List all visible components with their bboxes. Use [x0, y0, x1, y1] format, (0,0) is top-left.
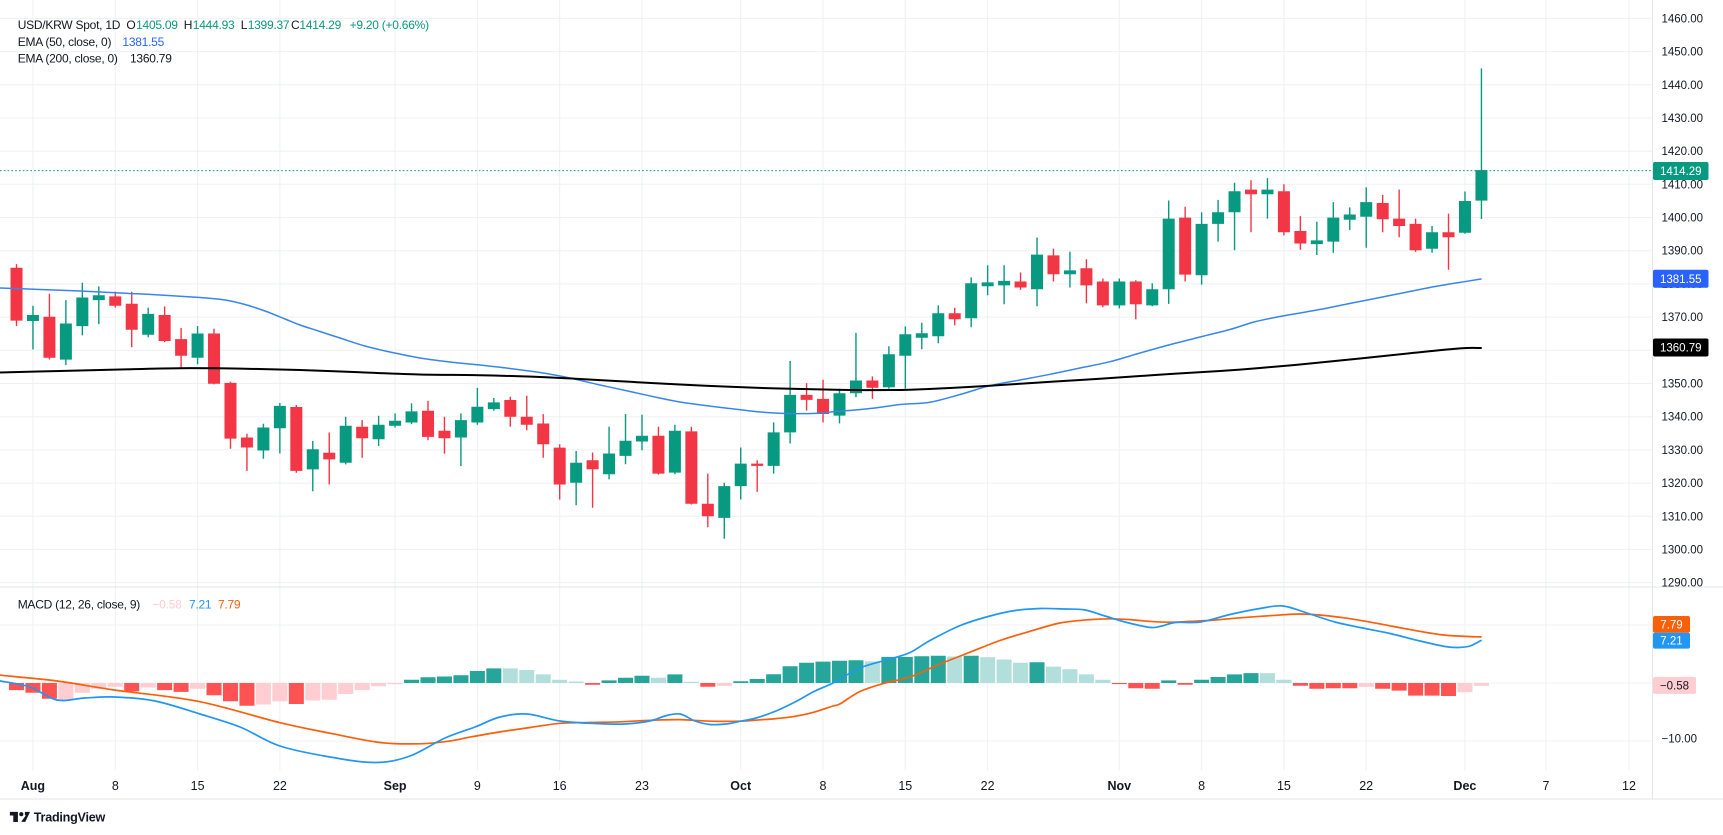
svg-text:Dec: Dec — [1453, 779, 1476, 793]
svg-text:7: 7 — [1543, 779, 1550, 793]
svg-text:1360.79: 1360.79 — [130, 52, 172, 66]
svg-text:1340.00: 1340.00 — [1662, 412, 1704, 424]
svg-text:8: 8 — [820, 779, 827, 793]
svg-text:23: 23 — [635, 779, 649, 793]
svg-text:7.21: 7.21 — [1660, 636, 1682, 648]
svg-text:USD/KRW Spot, 1D: USD/KRW Spot, 1D — [18, 18, 121, 32]
svg-text:1444.93: 1444.93 — [193, 18, 235, 32]
svg-text:1410.00: 1410.00 — [1662, 179, 1704, 191]
svg-text:16: 16 — [553, 779, 567, 793]
svg-text:EMA (50, close, 0): EMA (50, close, 0) — [18, 35, 112, 49]
svg-text:1381.55: 1381.55 — [1660, 274, 1702, 286]
svg-text:22: 22 — [981, 779, 995, 793]
svg-text:1399.37: 1399.37 — [248, 18, 290, 32]
svg-text:1390.00: 1390.00 — [1662, 246, 1704, 258]
svg-text:15: 15 — [191, 779, 205, 793]
svg-text:7.79: 7.79 — [1660, 619, 1682, 631]
svg-text:1440.00: 1440.00 — [1662, 80, 1704, 92]
svg-text:MACD (12, 26, close, 9): MACD (12, 26, close, 9) — [18, 598, 141, 612]
svg-text:Oct: Oct — [730, 779, 752, 793]
svg-text:1430.00: 1430.00 — [1662, 113, 1704, 125]
svg-text:−0.58: −0.58 — [153, 598, 183, 612]
svg-text:Nov: Nov — [1107, 779, 1131, 793]
svg-text:15: 15 — [1277, 779, 1291, 793]
svg-text:12: 12 — [1622, 779, 1636, 793]
svg-text:EMA (200, close, 0): EMA (200, close, 0) — [18, 52, 118, 66]
svg-text:7.21: 7.21 — [189, 598, 212, 612]
svg-text:−10.00: −10.00 — [1662, 734, 1698, 746]
svg-text:1405.09: 1405.09 — [136, 18, 178, 32]
svg-text:1370.00: 1370.00 — [1662, 312, 1704, 324]
svg-text:1360.79: 1360.79 — [1660, 343, 1702, 355]
svg-text:1381.55: 1381.55 — [122, 35, 164, 49]
svg-text:Aug: Aug — [21, 779, 45, 793]
svg-text:L: L — [241, 18, 248, 32]
svg-text:15: 15 — [898, 779, 912, 793]
svg-text:22: 22 — [1359, 779, 1373, 793]
svg-text:8: 8 — [1198, 779, 1205, 793]
svg-text:C: C — [291, 18, 300, 32]
svg-text:1450.00: 1450.00 — [1662, 47, 1704, 59]
svg-text:22: 22 — [273, 779, 287, 793]
svg-text:Sep: Sep — [384, 779, 407, 793]
svg-text:1400.00: 1400.00 — [1662, 213, 1704, 225]
svg-text:1300.00: 1300.00 — [1662, 544, 1704, 556]
svg-text:1310.00: 1310.00 — [1662, 511, 1704, 523]
svg-text:1350.00: 1350.00 — [1662, 379, 1704, 391]
svg-text:−0.58: −0.58 — [1660, 680, 1689, 692]
svg-text:1414.29: 1414.29 — [1660, 166, 1702, 178]
svg-text:1420.00: 1420.00 — [1662, 146, 1704, 158]
svg-text:7.79: 7.79 — [218, 598, 241, 612]
svg-text:9: 9 — [474, 779, 481, 793]
svg-text:1320.00: 1320.00 — [1662, 478, 1704, 490]
svg-text:+9.20 (+0.66%): +9.20 (+0.66%) — [350, 18, 429, 32]
svg-text:TradingView: TradingView — [34, 810, 106, 824]
svg-text:O: O — [126, 18, 135, 32]
svg-text:1330.00: 1330.00 — [1662, 445, 1704, 457]
svg-text:1290.00: 1290.00 — [1662, 578, 1704, 590]
svg-text:1460.00: 1460.00 — [1662, 13, 1704, 25]
svg-text:8: 8 — [112, 779, 119, 793]
svg-text:H: H — [184, 18, 192, 32]
svg-text:1414.29: 1414.29 — [299, 18, 341, 32]
